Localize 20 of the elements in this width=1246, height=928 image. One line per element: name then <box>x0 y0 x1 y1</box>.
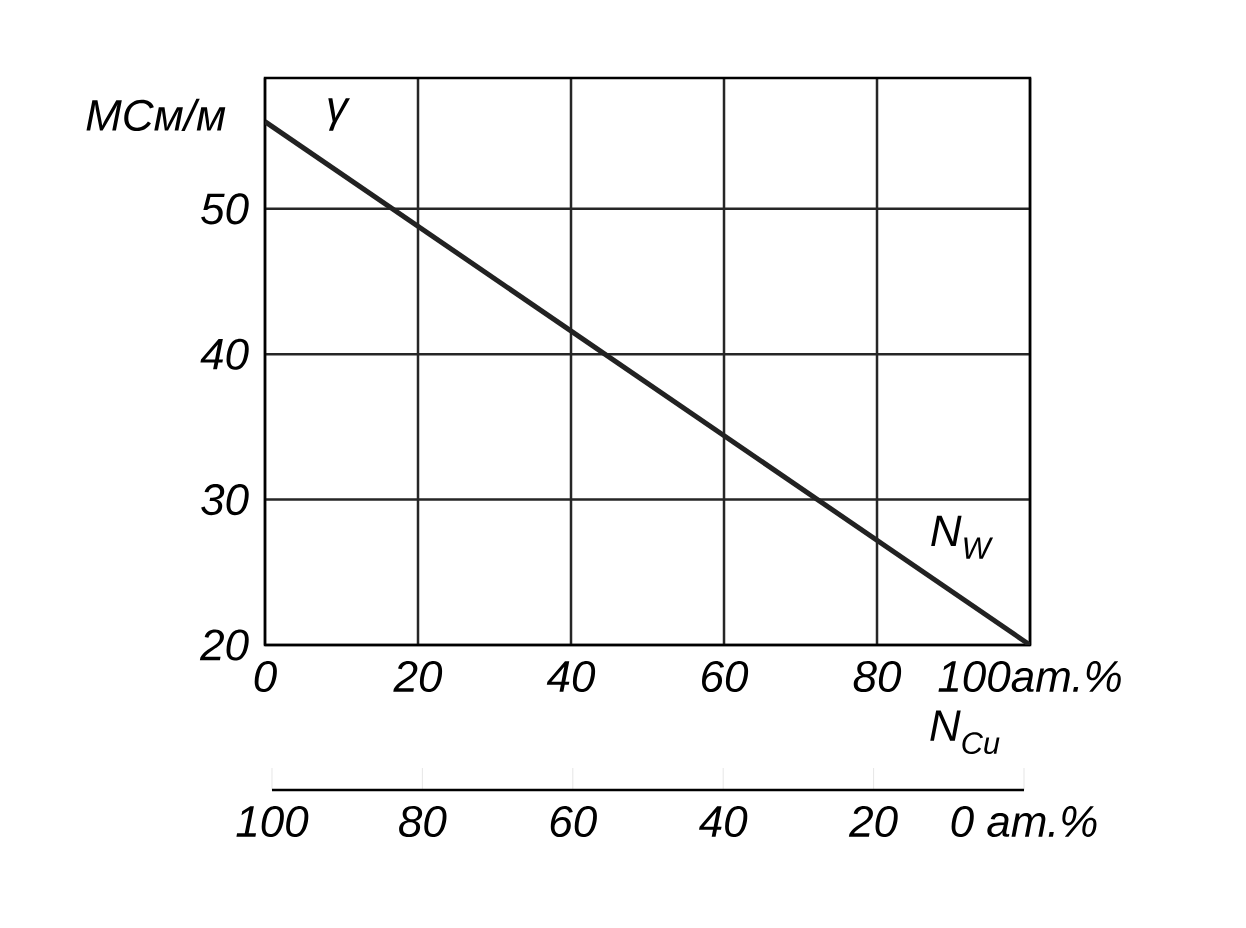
y-tick-label: 50 <box>201 193 249 225</box>
x2-tick-label: 100 <box>236 805 309 838</box>
y-tick-label: 40 <box>200 338 249 370</box>
x-tick-label: 20 <box>393 660 443 693</box>
series-label: γ <box>328 98 350 131</box>
x2-tick-label: 20 <box>848 805 898 838</box>
x-tick-label: 0 <box>254 660 277 693</box>
y-axis-title: МСм/м <box>86 98 226 131</box>
x-tick-label: 40 <box>546 660 596 693</box>
x-axis-title: N$_{W}$ <box>931 515 994 559</box>
x2-tick-label: 0 ат.% <box>951 805 1097 838</box>
y-tick-label: 20 <box>199 629 249 661</box>
x2-tick-label: 40 <box>699 805 748 838</box>
y-tick-label: 30 <box>201 484 249 516</box>
x2-axis-title: N$_{Cu}$ <box>930 710 1000 755</box>
x2-tick-label: 60 <box>550 805 597 838</box>
x-tick-label: 100ат.% <box>938 660 1121 693</box>
x-tick-label: 80 <box>853 660 902 693</box>
x-tick-label: 60 <box>702 660 749 693</box>
x2-tick-label: 80 <box>399 805 447 838</box>
